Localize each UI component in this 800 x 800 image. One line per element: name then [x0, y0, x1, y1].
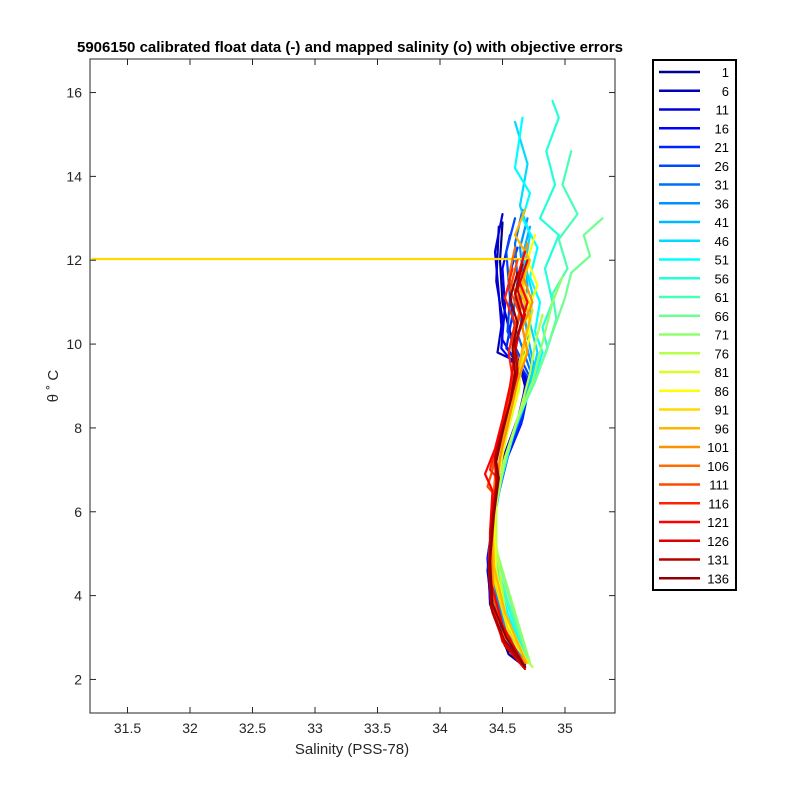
legend-label-111: 111	[709, 478, 729, 493]
x-tick-label: 33	[307, 720, 323, 736]
legend-label-66: 66	[715, 309, 729, 324]
legend-label-41: 41	[715, 215, 729, 230]
legend-label-26: 26	[715, 159, 729, 174]
legend-label-131: 131	[707, 553, 729, 568]
x-tick-label: 34	[432, 720, 448, 736]
series-line-136	[488, 271, 527, 669]
legend-label-106: 106	[707, 459, 729, 474]
legend-label-81: 81	[715, 365, 729, 380]
legend-label-36: 36	[715, 196, 729, 211]
legend-label-96: 96	[715, 421, 729, 436]
legend-label-91: 91	[715, 403, 729, 418]
legend-label-21: 21	[715, 140, 729, 155]
y-axis-title: θ ˚ C	[45, 370, 62, 403]
x-tick-label: 32	[182, 720, 198, 736]
legend-label-136: 136	[707, 571, 729, 586]
series-line-131	[487, 263, 527, 669]
y-tick-label: 16	[66, 85, 82, 101]
y-tick-label: 2	[74, 671, 82, 687]
x-tick-label: 31.5	[114, 720, 141, 736]
legend-label-101: 101	[707, 440, 729, 455]
y-tick-label: 6	[74, 504, 82, 520]
legend-label-46: 46	[715, 234, 729, 249]
x-tick-label: 32.5	[239, 720, 266, 736]
x-tick-label: 34.5	[489, 720, 516, 736]
x-tick-label: 35	[557, 720, 573, 736]
legend-label-126: 126	[707, 534, 729, 549]
legend: 1611162126313641465156616671768186919610…	[652, 59, 737, 591]
legend-label-31: 31	[715, 178, 729, 193]
legend-label-61: 61	[715, 290, 729, 305]
legend-label-71: 71	[715, 328, 729, 343]
legend-label-51: 51	[715, 253, 729, 268]
x-axis-title: Salinity (PSS-78)	[295, 741, 409, 758]
legend-label-1: 1	[722, 65, 729, 80]
legend-label-121: 121	[707, 515, 729, 530]
x-axis-ticks: 31.5 32 32.5 33 33.5 34 34.5 35	[114, 59, 573, 736]
x-tick-label: 33.5	[364, 720, 391, 736]
plot-area	[90, 59, 615, 713]
legend-box	[652, 59, 737, 591]
legend-label-56: 56	[715, 271, 729, 286]
series-lines	[91, 99, 604, 671]
legend-label-16: 16	[715, 121, 729, 136]
y-tick-label: 10	[66, 336, 82, 352]
legend-label-76: 76	[715, 346, 729, 361]
y-tick-label: 12	[66, 252, 82, 268]
legend-label-11: 11	[716, 103, 730, 118]
legend-label-86: 86	[715, 384, 729, 399]
y-axis-ticks: 2 4 6 8 10 12 14 16	[66, 85, 615, 687]
plot-frame	[89, 58, 616, 714]
legend-label-116: 116	[708, 496, 729, 511]
chart-title: 5906150 calibrated float data (-) and ma…	[77, 39, 623, 56]
y-tick-label: 8	[74, 420, 82, 436]
legend-label-6: 6	[722, 84, 729, 99]
y-tick-label: 4	[74, 588, 82, 604]
y-tick-label: 14	[66, 168, 82, 184]
